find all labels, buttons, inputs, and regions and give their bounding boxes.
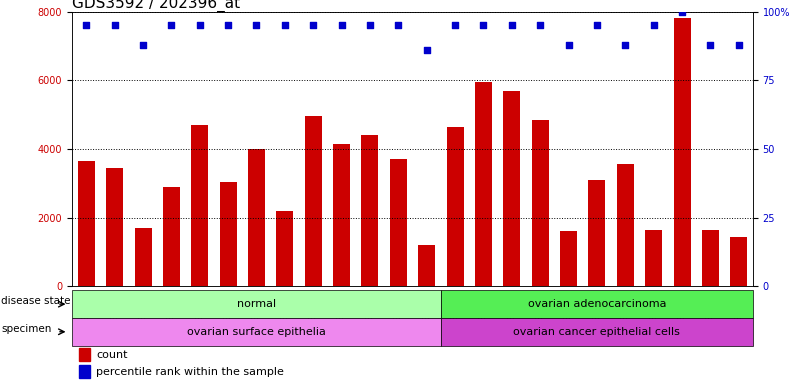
Text: specimen: specimen xyxy=(2,324,52,334)
Bar xyxy=(560,232,577,286)
Bar xyxy=(78,365,90,379)
Text: ovarian adenocarcinoma: ovarian adenocarcinoma xyxy=(528,299,666,309)
Point xyxy=(562,41,575,48)
Text: ovarian surface epithelia: ovarian surface epithelia xyxy=(187,327,326,337)
Point xyxy=(364,22,376,28)
Bar xyxy=(674,18,690,286)
Text: GDS3592 / 202396_at: GDS3592 / 202396_at xyxy=(72,0,240,12)
Point xyxy=(449,22,461,28)
Bar xyxy=(441,318,753,346)
Bar xyxy=(78,161,95,286)
Bar xyxy=(135,228,151,286)
Point xyxy=(222,22,235,28)
Point xyxy=(193,22,206,28)
Bar xyxy=(276,211,293,286)
Text: ovarian cancer epithelial cells: ovarian cancer epithelial cells xyxy=(513,327,680,337)
Bar xyxy=(390,159,407,286)
Bar xyxy=(589,180,606,286)
Bar xyxy=(361,135,378,286)
Point xyxy=(505,22,518,28)
Bar xyxy=(163,187,180,286)
Bar xyxy=(418,245,435,286)
Point xyxy=(392,22,405,28)
Text: normal: normal xyxy=(237,299,276,309)
Point xyxy=(590,22,603,28)
Text: percentile rank within the sample: percentile rank within the sample xyxy=(96,367,284,377)
Point xyxy=(137,41,150,48)
Bar xyxy=(78,348,90,361)
Bar xyxy=(304,116,322,286)
Point xyxy=(108,22,121,28)
Bar xyxy=(503,91,521,286)
Bar xyxy=(219,182,236,286)
Bar xyxy=(106,168,123,286)
Point xyxy=(250,22,263,28)
Bar xyxy=(475,82,492,286)
Bar xyxy=(72,290,441,318)
Bar xyxy=(645,230,662,286)
Bar xyxy=(617,164,634,286)
Bar xyxy=(333,144,350,286)
Bar xyxy=(447,127,464,286)
Point xyxy=(80,22,93,28)
Bar xyxy=(72,318,441,346)
Point xyxy=(675,8,688,15)
Point xyxy=(421,47,433,53)
Point xyxy=(647,22,660,28)
Bar xyxy=(731,237,747,286)
Text: count: count xyxy=(96,349,127,359)
Point xyxy=(619,41,632,48)
Point xyxy=(307,22,320,28)
Point xyxy=(477,22,490,28)
Point xyxy=(335,22,348,28)
Text: disease state: disease state xyxy=(2,296,71,306)
Bar xyxy=(248,149,265,286)
Point xyxy=(533,22,546,28)
Point xyxy=(732,41,745,48)
Bar xyxy=(191,125,208,286)
Point xyxy=(704,41,717,48)
Point xyxy=(165,22,178,28)
Point xyxy=(279,22,292,28)
Bar xyxy=(532,120,549,286)
Bar xyxy=(441,290,753,318)
Bar xyxy=(702,230,719,286)
